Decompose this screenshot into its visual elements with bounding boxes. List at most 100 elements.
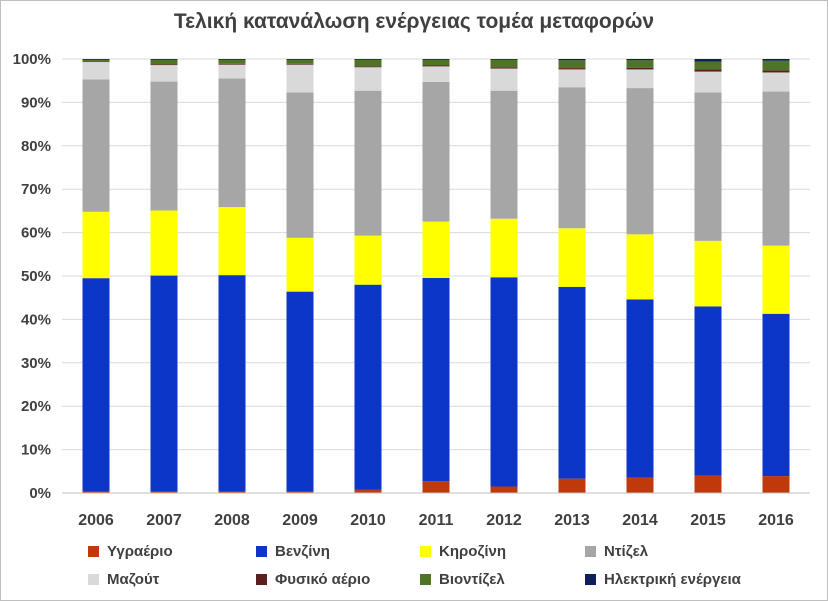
bar-segment [558, 59, 586, 61]
x-tick-label: 2013 [554, 512, 590, 529]
bar-segment [82, 491, 110, 493]
bar-segment [218, 491, 246, 493]
bar-segment [490, 68, 518, 91]
bar-segment [354, 59, 382, 67]
legend-label: Ντίζελ [604, 542, 649, 560]
bar-segment [150, 59, 178, 60]
bar-segment [422, 277, 450, 482]
bar-segment [626, 477, 654, 493]
bar-segment [762, 72, 790, 92]
bar-segment [218, 59, 246, 60]
bar-segment [218, 63, 246, 65]
bar-segment [762, 91, 790, 246]
legend-label: Κηροζίνη [439, 542, 507, 560]
y-tick-label: 80% [21, 138, 51, 155]
bar-segment [626, 234, 654, 300]
bar-segment [286, 92, 314, 238]
bar-segment [558, 69, 586, 88]
bar-segment [694, 61, 722, 70]
bar-segment [490, 277, 518, 487]
legend-label: Βιοντίζελ [439, 570, 505, 588]
bar-segment [218, 59, 246, 64]
bar-segment [82, 59, 110, 62]
bar-segment [694, 69, 722, 72]
bar-segment [490, 218, 518, 278]
bar-segment [286, 237, 314, 292]
bar-segment [150, 65, 178, 82]
bar-segment [490, 59, 518, 60]
bar-segment [762, 59, 790, 61]
bar-segment [558, 87, 586, 229]
bar-segment [694, 306, 722, 476]
bar-segment [558, 286, 586, 479]
legend-label: Ηλεκτρική ενέργεια [604, 570, 741, 588]
bar-segment [82, 59, 110, 60]
x-tick-label: 2011 [419, 512, 454, 529]
bar-segment [762, 60, 790, 71]
x-tick-label: 2012 [486, 512, 522, 529]
bar-segment [286, 59, 314, 60]
legend-swatch [256, 573, 267, 585]
bar-segment [354, 67, 382, 91]
bar-segment [626, 67, 654, 70]
bar-segment [354, 489, 382, 493]
chart-title: Τελική κατανάλωση ενέργειας τομέα μεταφο… [173, 10, 655, 33]
x-tick-label: 2007 [146, 512, 182, 529]
bar-segment [490, 59, 518, 68]
y-tick-label: 10% [21, 442, 51, 459]
bar-segment [422, 481, 450, 493]
y-tick-label: 70% [21, 181, 51, 198]
y-tick-label: 20% [21, 398, 51, 415]
x-tick-label: 2014 [622, 512, 658, 529]
bar-segment [286, 59, 314, 64]
bar-segment [422, 221, 450, 278]
bar-segment [354, 284, 382, 490]
bar-segment [354, 59, 382, 60]
y-tick-label: 40% [21, 311, 51, 328]
y-tick-label: 0% [29, 485, 51, 502]
x-tick-label: 2015 [690, 512, 726, 529]
bar-segment [150, 64, 178, 66]
legend-item: Φυσικό αέριο [256, 569, 370, 589]
y-tick-label: 90% [21, 94, 51, 111]
bar-segment [150, 210, 178, 276]
bar-segment [218, 275, 246, 492]
bar-segment [626, 88, 654, 235]
bar-segment [694, 240, 722, 307]
legend-swatch [420, 545, 431, 557]
bar-segment [422, 66, 450, 82]
bar-segment [626, 59, 654, 61]
legend-swatch [256, 545, 267, 557]
bar-segment [694, 475, 722, 493]
bar-segment [286, 291, 314, 492]
bar-segment [626, 60, 654, 68]
legend-swatch [88, 573, 99, 585]
legend-item: Μαζούτ [88, 569, 159, 589]
bar-segment [82, 79, 110, 212]
x-tick-label: 2008 [214, 512, 250, 529]
bar-segment [762, 245, 790, 314]
bar-segment [558, 478, 586, 493]
bar-segment [694, 59, 722, 62]
legend-item: Κηροζίνη [420, 541, 506, 561]
legend-item: Βιοντίζελ [420, 569, 505, 589]
bar-segment [82, 211, 110, 279]
x-tick-label: 2006 [78, 512, 114, 529]
bar-segment [150, 59, 178, 65]
x-tick-label: 2009 [282, 512, 318, 529]
bar-segment [218, 206, 246, 276]
x-tick-label: 2010 [350, 512, 386, 529]
bar-segment [150, 491, 178, 493]
bar-segment [762, 476, 790, 493]
bar-segment [762, 70, 790, 73]
bar-segment [354, 66, 382, 68]
bar-segment [558, 60, 586, 69]
legend-item: Βενζίνη [256, 541, 330, 561]
bar-segment [422, 65, 450, 67]
legend-label: Φυσικό αέριο [275, 570, 371, 588]
legend-swatch [585, 573, 596, 585]
bar-segment [558, 68, 586, 70]
bar-segment [218, 64, 246, 79]
bar-segment [150, 275, 178, 492]
